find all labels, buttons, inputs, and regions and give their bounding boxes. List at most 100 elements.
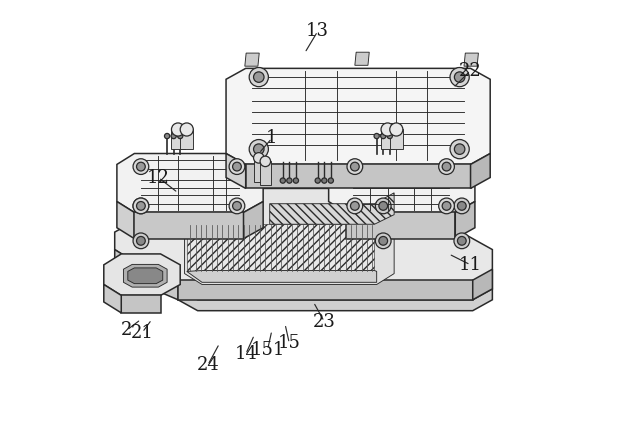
Text: 15: 15 — [278, 335, 301, 353]
Polygon shape — [253, 158, 264, 182]
Polygon shape — [128, 268, 163, 284]
Circle shape — [379, 201, 387, 210]
Circle shape — [390, 123, 403, 136]
Circle shape — [387, 134, 392, 139]
Polygon shape — [185, 221, 394, 285]
Circle shape — [137, 237, 145, 245]
Polygon shape — [132, 261, 178, 300]
Circle shape — [381, 123, 394, 136]
Polygon shape — [134, 212, 243, 239]
Circle shape — [249, 67, 268, 87]
Text: 12: 12 — [147, 169, 170, 187]
Circle shape — [249, 140, 268, 159]
Polygon shape — [464, 53, 478, 66]
Circle shape — [137, 201, 145, 210]
Circle shape — [375, 233, 391, 249]
Text: 21: 21 — [131, 324, 154, 342]
Polygon shape — [260, 161, 271, 185]
Circle shape — [133, 159, 149, 174]
Polygon shape — [115, 250, 132, 280]
Circle shape — [133, 198, 149, 214]
Circle shape — [180, 123, 193, 136]
Circle shape — [347, 159, 363, 174]
Circle shape — [287, 178, 292, 183]
Circle shape — [454, 198, 470, 214]
Circle shape — [232, 201, 241, 210]
Polygon shape — [245, 53, 259, 66]
Circle shape — [439, 159, 454, 174]
Circle shape — [137, 201, 145, 210]
Polygon shape — [178, 280, 473, 300]
Circle shape — [229, 159, 245, 174]
Polygon shape — [171, 188, 381, 234]
Polygon shape — [226, 68, 490, 164]
Polygon shape — [117, 153, 263, 212]
Polygon shape — [115, 195, 493, 300]
Polygon shape — [381, 130, 394, 149]
Circle shape — [379, 237, 387, 245]
Circle shape — [294, 178, 298, 183]
Circle shape — [375, 198, 391, 214]
Polygon shape — [346, 212, 455, 239]
Text: 151: 151 — [250, 341, 285, 359]
Polygon shape — [124, 265, 167, 287]
Circle shape — [164, 134, 170, 139]
Text: 22: 22 — [459, 62, 482, 80]
Circle shape — [442, 162, 451, 171]
Circle shape — [253, 72, 264, 82]
Circle shape — [328, 178, 334, 183]
Circle shape — [350, 162, 359, 171]
Circle shape — [457, 237, 466, 245]
Polygon shape — [473, 269, 493, 300]
Polygon shape — [178, 289, 493, 311]
Circle shape — [454, 144, 465, 154]
Circle shape — [347, 198, 363, 214]
Circle shape — [253, 152, 264, 163]
Circle shape — [439, 198, 454, 214]
Circle shape — [450, 140, 469, 159]
Polygon shape — [226, 153, 246, 188]
Circle shape — [454, 233, 470, 249]
Circle shape — [171, 134, 176, 139]
Circle shape — [229, 198, 245, 214]
Text: 2: 2 — [121, 321, 132, 339]
Polygon shape — [243, 201, 263, 239]
Circle shape — [137, 162, 145, 171]
Polygon shape — [180, 130, 193, 149]
Circle shape — [315, 178, 320, 183]
Circle shape — [381, 134, 386, 139]
Circle shape — [374, 134, 379, 139]
Polygon shape — [117, 201, 134, 239]
Polygon shape — [104, 254, 180, 295]
Text: 14: 14 — [234, 345, 257, 364]
Text: 1: 1 — [266, 129, 277, 147]
Polygon shape — [171, 130, 185, 149]
Polygon shape — [355, 52, 369, 65]
Polygon shape — [246, 164, 470, 188]
Polygon shape — [269, 193, 394, 224]
Polygon shape — [187, 224, 375, 272]
Circle shape — [350, 201, 359, 210]
Text: 11: 11 — [459, 256, 482, 274]
Circle shape — [232, 162, 241, 171]
Circle shape — [133, 198, 149, 214]
Circle shape — [171, 123, 185, 136]
Circle shape — [133, 233, 149, 249]
Polygon shape — [390, 130, 403, 149]
Polygon shape — [187, 271, 377, 283]
Polygon shape — [121, 295, 161, 313]
Circle shape — [442, 201, 451, 210]
Polygon shape — [104, 285, 121, 313]
Polygon shape — [470, 153, 490, 188]
Circle shape — [253, 144, 264, 154]
Polygon shape — [455, 201, 475, 239]
Text: 24: 24 — [197, 356, 219, 374]
Circle shape — [450, 67, 469, 87]
Text: 13: 13 — [307, 22, 329, 40]
Circle shape — [280, 178, 286, 183]
Circle shape — [177, 134, 183, 139]
Polygon shape — [329, 153, 475, 212]
Circle shape — [454, 72, 465, 82]
Circle shape — [260, 156, 271, 166]
Text: 23: 23 — [313, 313, 336, 331]
